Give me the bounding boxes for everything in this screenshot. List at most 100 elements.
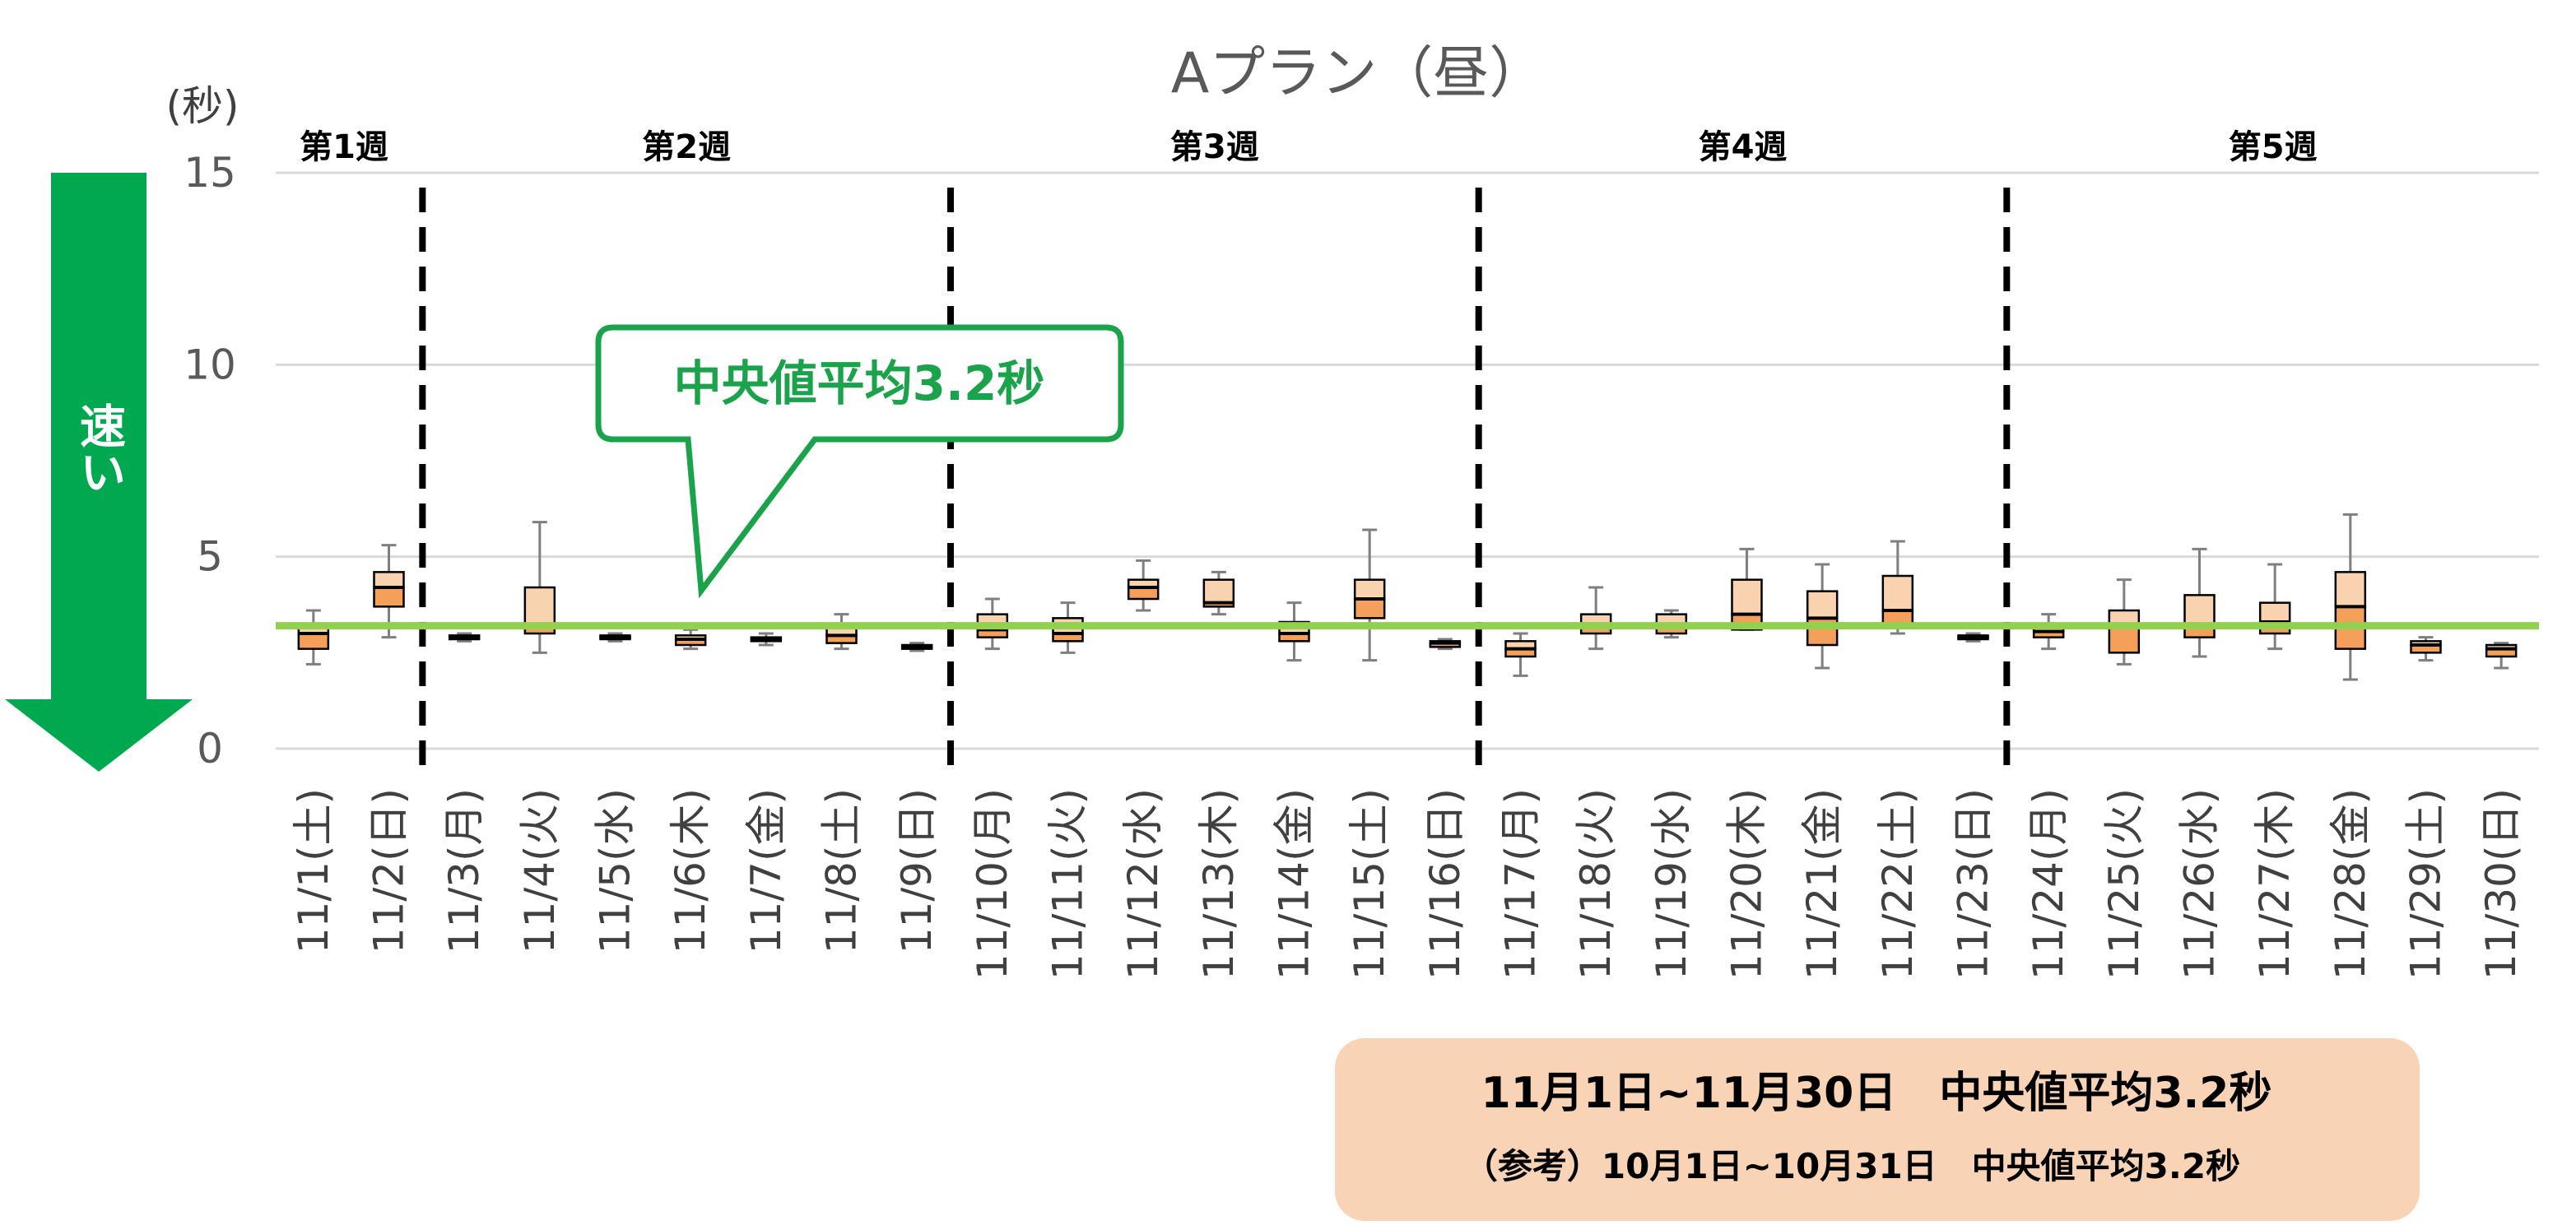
box-lower [1353,597,1386,619]
box-11/2(日) [373,544,405,639]
week-label-3: 第3週 [1170,128,1259,166]
box-11/9(日) [900,642,933,652]
x-label-11/2(日): 11/2(日) [365,788,413,954]
box-11/24(月) [2032,613,2065,651]
x-label-11/17(月): 11/17(月) [1497,788,1545,980]
x-label-11/11(火): 11/11(火) [1044,788,1092,980]
box-11/27(木) [2258,563,2291,651]
x-label-11/25(火): 11/25(火) [2100,788,2148,980]
x-label-11/3(月): 11/3(月) [440,788,488,954]
y-tick-0: 0 [197,725,223,773]
x-label-11/22(土): 11/22(土) [1874,788,1922,980]
box-lower [373,586,405,608]
box-lower [1127,586,1160,601]
x-label-11/28(金): 11/28(金) [2327,788,2374,980]
box-11/28(金) [2334,513,2367,681]
y-tick-15: 15 [184,149,236,197]
y-tick-labels: 0 5 10 15 [184,149,236,773]
box-upper [1353,578,1386,601]
box-11/5(水) [599,632,631,643]
x-label-11/9(日): 11/9(日) [893,788,941,954]
week-label-4: 第4週 [1699,128,1788,166]
box-11/20(木) [1731,547,1763,631]
box-11/17(月) [1504,632,1537,677]
x-label-11/8(土): 11/8(土) [818,788,866,954]
gridlines [276,171,2539,750]
x-label-11/15(土): 11/15(土) [1346,788,1393,980]
x-label-11/10(月): 11/10(月) [969,788,1016,980]
box-upper [1731,578,1763,615]
down-arrow-icon [5,173,193,772]
x-label-11/16(日): 11/16(日) [1421,788,1469,980]
x-label-11/24(月): 11/24(月) [2025,788,2072,980]
box-lower [2108,624,2141,654]
box-11/14(金) [1278,601,1310,662]
x-label-11/12(水): 11/12(水) [1119,788,1167,980]
week-label-5: 第5週 [2229,128,2318,166]
x-label-11/18(火): 11/18(火) [1572,788,1620,980]
box-upper [373,571,405,589]
x-label-11/19(水): 11/19(水) [1648,788,1695,980]
chart-title: Aプラン（昼） [1171,41,1546,106]
callout-text: 中央値平均3.2秒 [674,355,1045,411]
box-11/23(日) [1957,632,1989,643]
x-label-11/4(火): 11/4(火) [516,788,564,954]
box-11/13(木) [1202,570,1235,616]
x-label-11/27(木): 11/27(木) [2251,788,2299,980]
week-label-2: 第2週 [642,128,731,166]
box-upper [2334,571,2367,608]
week-dividers [419,188,2011,773]
box-upper [523,586,556,627]
box-11/16(日) [1429,638,1462,651]
box-upper [2258,601,2291,624]
speed-arrow: 速い [5,173,193,772]
box-upper [1881,574,1914,612]
box-11/3(月) [448,632,481,643]
y-tick-10: 10 [184,341,236,388]
box-11/15(土) [1353,528,1386,662]
x-label-11/6(木): 11/6(木) [667,788,714,954]
callout-bubble [595,324,1124,599]
week-label-1: 第1週 [300,128,388,166]
x-label-11/23(日): 11/23(日) [1950,788,1997,980]
summary-reference: （参考）10月1日~10月31日 中央値平均3.2秒 [1463,1146,2240,1186]
x-label-11/7(金): 11/7(金) [742,788,790,954]
box-11/18(火) [1579,586,1612,651]
box-11/8(土) [825,613,858,651]
box-11/25(火) [2108,578,2141,666]
y-tick-5: 5 [197,533,223,581]
x-label-11/29(土): 11/29(土) [2402,788,2450,980]
box-11/29(土) [2410,636,2442,662]
box-11/26(水) [2183,547,2216,658]
x-label-11/5(水): 11/5(水) [592,788,639,954]
arrow-label: 速い [72,402,126,494]
box-11/6(木) [674,628,707,651]
summary-background [1335,1038,2420,1221]
x-label-11/14(金): 11/14(金) [1271,788,1318,980]
x-label-11/30(日): 11/30(日) [2477,788,2525,980]
box-11/7(金) [750,632,783,647]
x-label-11/21(金): 11/21(金) [1798,788,1846,980]
summary-current: 11月1日~11月30日 中央値平均3.2秒 [1481,1069,2272,1118]
x-label-11/13(木): 11/13(木) [1195,788,1243,980]
summary-box: 11月1日~11月30日 中央値平均3.2秒 （参考）10月1日~10月31日 … [1335,1038,2420,1221]
x-label-11/1(土): 11/1(土) [290,788,337,954]
y-axis-unit: (秒) [165,82,239,130]
box-lower [297,632,330,650]
x-label-11/20(木): 11/20(木) [1723,788,1771,980]
box-11/22(土) [1881,540,1914,635]
median-callout: 中央値平均3.2秒 [595,324,1124,599]
x-tick-labels: 11/1(土) 11/2(日) 11/3(月) 11/4(火) 11/5(水) 11/6(… [290,788,2525,980]
box-upper [1806,590,1839,619]
box-upper [2183,594,2216,627]
x-label-11/26(水): 11/26(水) [2176,788,2224,980]
box-11/12(水) [1127,559,1160,612]
box-11/1(土) [297,609,330,666]
box-11/21(金) [1806,563,1839,670]
box-series [297,513,2518,681]
box-11/30(日) [2485,642,2518,670]
box-upper [1202,578,1235,604]
week-labels: 第1週 第2週 第3週 第4週 第5週 [300,128,2318,166]
box-11/4(火) [523,521,556,654]
